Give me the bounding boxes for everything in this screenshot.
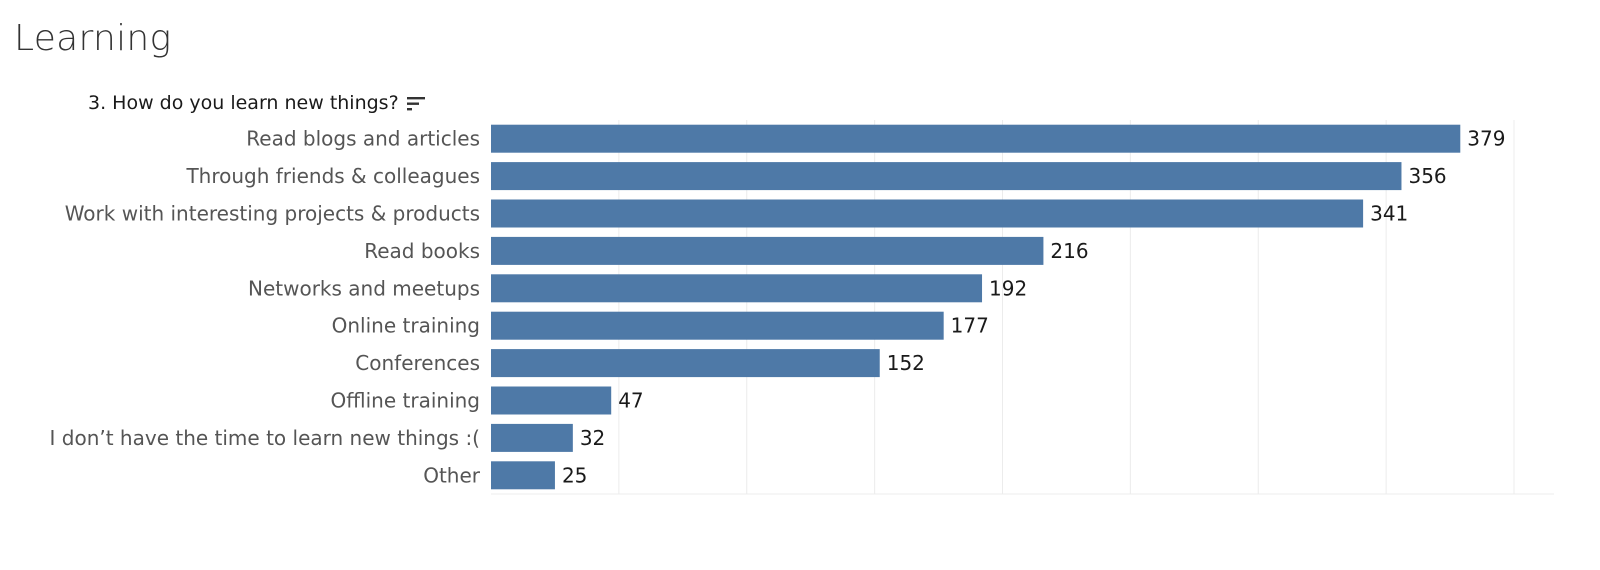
bar[interactable] <box>491 124 1461 153</box>
value-label: 192 <box>989 276 1027 300</box>
page-title: Learning <box>14 18 172 59</box>
category-label: Offline training <box>331 389 480 413</box>
value-label: 25 <box>562 463 587 487</box>
bar[interactable] <box>491 236 1044 265</box>
category-label: Through friends & colleagues <box>185 164 480 188</box>
bar[interactable] <box>491 423 573 452</box>
category-label: Other <box>423 463 481 487</box>
value-label: 47 <box>618 389 643 413</box>
value-label: 216 <box>1050 239 1088 263</box>
value-label: 32 <box>580 426 605 450</box>
value-label: 177 <box>951 314 989 338</box>
label-layer: Read blogs and articles 379 Through friend… <box>50 127 1506 488</box>
category-label: Work with interesting projects & product… <box>65 202 480 226</box>
value-label: 356 <box>1408 164 1446 188</box>
category-label: Conferences <box>355 351 480 375</box>
category-label: Online training <box>332 314 480 338</box>
bar[interactable] <box>491 274 983 303</box>
bar[interactable] <box>491 386 612 415</box>
bar[interactable] <box>491 162 1402 191</box>
category-label: Networks and meetups <box>248 276 480 300</box>
sort-descending-icon[interactable] <box>406 95 427 111</box>
chart-title: 3. How do you learn new things? <box>88 92 427 114</box>
bar[interactable] <box>491 311 944 340</box>
category-label: Read blogs and articles <box>246 127 480 151</box>
bar[interactable] <box>491 199 1364 228</box>
value-label: 152 <box>887 351 925 375</box>
bar[interactable] <box>491 461 555 490</box>
value-label: 379 <box>1467 127 1505 151</box>
value-label: 341 <box>1370 202 1408 226</box>
category-label: Read books <box>364 239 480 263</box>
category-label: I don’t have the time to learn new thing… <box>50 426 481 450</box>
bar-layer <box>491 124 1461 490</box>
bar[interactable] <box>491 349 880 378</box>
chart-title-text: 3. How do you learn new things? <box>88 92 399 114</box>
